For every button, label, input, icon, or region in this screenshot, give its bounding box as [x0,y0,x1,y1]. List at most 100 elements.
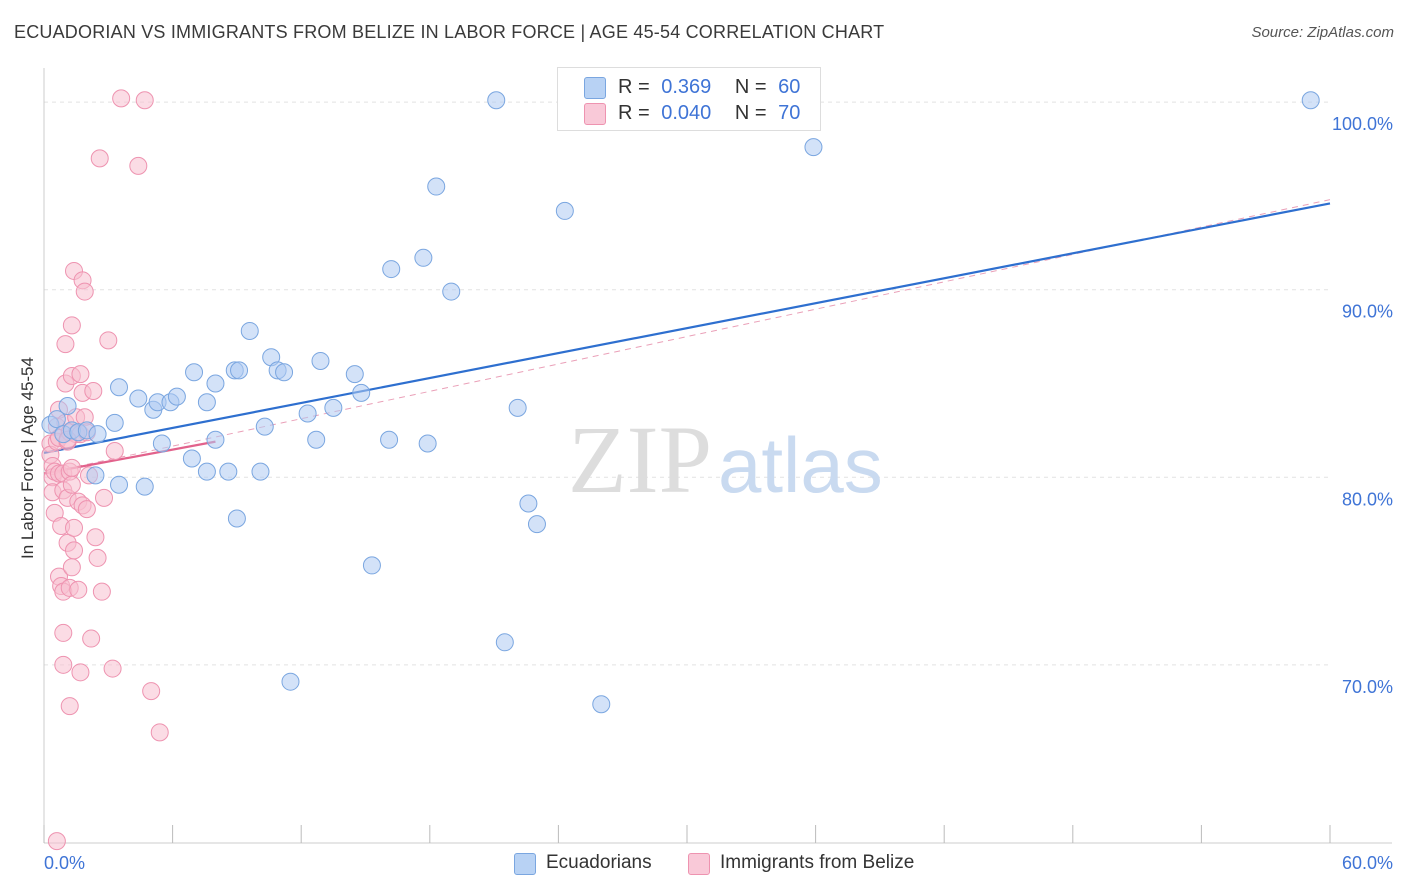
ecuadorian-point [414,248,433,267]
ecuadorian-point [275,363,294,382]
ecuadorian-point [508,398,527,417]
ecuadorian-point [555,201,574,220]
belize-point [88,548,107,567]
gridlines [44,101,1330,666]
ecuadorian-point [129,389,148,408]
ecuadorian-point [47,410,66,429]
ecuadorian-point [382,260,401,279]
belize-point [103,659,122,678]
ecuadorian-point [167,387,186,406]
legend-n-value: 70 [778,102,801,124]
ecuadorian-point [152,434,171,453]
ecuadorian-point [197,393,216,412]
watermark-atlas: atlas [718,421,883,509]
ecuadorian-point [281,672,300,691]
belize-point [62,316,81,335]
legend-text-belize: R = 0.040 N = 70 [618,102,800,125]
ecuadorian-point [519,494,538,513]
ecuadorian-point [185,363,204,382]
ecuadorian-point [105,413,124,432]
ecuadorian-point [345,365,364,384]
source-label: Source: ZipAtlas.com [1251,24,1394,41]
bottom-legend-swatch-pink [688,853,710,875]
legend-n-label: N = [734,102,767,124]
ecuadorian-point [592,695,611,714]
ecuadorian-trend-line [43,202,1331,454]
ecuadorian-point [298,404,317,423]
belize-point [105,441,124,460]
watermark-zip: ZIP [568,406,712,513]
y-tick-label: 90.0% [1342,302,1393,322]
ecuadorian-point [206,374,225,393]
belize-point [77,500,96,519]
legend-n-label: N = [734,76,767,98]
ecuadorian-point [110,475,129,494]
ecuadorian-point [240,321,259,340]
watermark: ZIP atlas [568,406,883,513]
x-tick-label-max: 60.0% [1342,853,1393,873]
ecuadorian-point [487,91,506,110]
ecuadorian-point [227,509,246,528]
ecuadorian-point [427,177,446,196]
belize-point [84,381,103,400]
ecuadorian-point [182,449,201,468]
ecuadorian-point [311,351,330,370]
belize-point [71,663,90,682]
belize-point [75,282,94,301]
belize-point [90,149,109,168]
ecuadorian-point [135,477,154,496]
belize-point [129,156,148,175]
ecuadorian-point [255,417,274,436]
bottom-legend-label-ecuadorians: Ecuadorians [546,852,652,873]
legend-r-label: R = [618,102,650,124]
ecuadorian-point [527,515,546,534]
legend-text-ecuadorians: R = 0.369 N = 60 [618,76,800,99]
bottom-legend-swatch-blue [514,853,536,875]
belize-point [65,541,84,560]
belize-point [82,629,101,648]
y-tick-label: 70.0% [1342,677,1393,697]
legend-swatch-pink [584,103,606,125]
ecuadorian-point [251,462,270,481]
belize-point [56,335,75,354]
belize-point [112,89,131,108]
belize-point [65,518,84,537]
ecuadorian-point [110,378,129,397]
ecuadorian-point [206,430,225,449]
ecuadorian-point [230,361,249,380]
ecuadorian-point [804,138,823,157]
belize-point [62,475,81,494]
belize-point [60,697,79,716]
tick-labels: 70.0% 80.0% 90.0% 100.0% 0.0% 60.0% [44,114,1393,873]
belize-point [54,655,73,674]
legend-r-label: R = [618,76,650,98]
bottom-legend-label-belize: Immigrants from Belize [720,852,915,873]
ecuadorian-point [197,462,216,481]
belize-point [62,558,81,577]
belize-point [95,488,114,507]
ecuadorian-point [362,556,381,575]
belize-point [142,682,161,701]
belize-point [150,723,169,742]
ecuadorian-point [88,425,107,444]
ecuadorian-point [380,430,399,449]
ecuadorian-points [41,91,1320,714]
ecuadorian-point [352,383,371,402]
belize-point [54,623,73,642]
belize-point [62,458,81,477]
belize-point [86,528,105,547]
ecuadorian-point [442,282,461,301]
belize-point [99,331,118,350]
ecuadorian-point [307,430,326,449]
x-tick-label-min: 0.0% [44,853,85,873]
belize-point [135,91,154,110]
y-axis-label: In Labor Force | Age 45-54 [18,357,37,559]
ecuadorian-point [495,633,514,652]
ecuadorian-point [58,396,77,415]
ecuadorian-point [324,398,343,417]
belize-point [71,365,90,384]
ecuadorian-point [1301,91,1320,110]
y-tick-label: 100.0% [1332,114,1393,134]
legend-r-value: 0.369 [661,76,712,98]
